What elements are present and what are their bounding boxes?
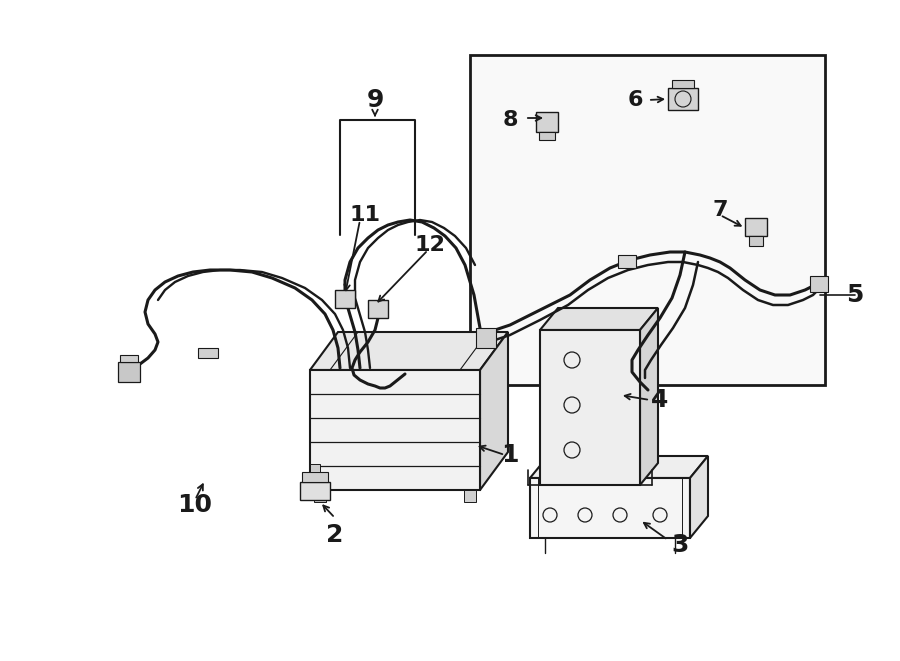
Polygon shape (314, 490, 326, 502)
Polygon shape (672, 80, 694, 88)
Polygon shape (539, 132, 555, 140)
Text: 9: 9 (366, 88, 383, 112)
Text: 4: 4 (652, 388, 669, 412)
Polygon shape (810, 276, 828, 292)
Polygon shape (540, 308, 658, 330)
Polygon shape (476, 328, 496, 348)
Polygon shape (310, 332, 508, 370)
Text: 5: 5 (846, 283, 864, 307)
Polygon shape (530, 478, 690, 538)
Polygon shape (745, 218, 767, 236)
Polygon shape (618, 255, 636, 268)
Polygon shape (536, 112, 558, 132)
Text: 11: 11 (349, 205, 381, 225)
Polygon shape (640, 308, 658, 485)
Text: 8: 8 (502, 110, 518, 130)
Polygon shape (749, 236, 763, 246)
Text: 3: 3 (671, 533, 688, 557)
Polygon shape (120, 355, 138, 362)
Polygon shape (540, 330, 640, 485)
Polygon shape (368, 300, 388, 318)
Polygon shape (198, 348, 218, 358)
Polygon shape (118, 362, 140, 382)
Text: 7: 7 (712, 200, 728, 220)
Text: 12: 12 (415, 235, 446, 255)
Bar (470, 55, 825, 385)
Polygon shape (668, 88, 698, 110)
Polygon shape (300, 482, 330, 500)
Polygon shape (480, 332, 508, 490)
Text: 6: 6 (627, 90, 643, 110)
Polygon shape (530, 456, 708, 478)
Polygon shape (310, 464, 320, 472)
Polygon shape (690, 456, 708, 538)
Polygon shape (464, 490, 476, 502)
Text: 2: 2 (327, 523, 344, 547)
Polygon shape (302, 472, 328, 482)
Text: 1: 1 (501, 443, 518, 467)
Polygon shape (335, 290, 355, 308)
Polygon shape (310, 370, 480, 490)
Text: 10: 10 (177, 493, 212, 517)
